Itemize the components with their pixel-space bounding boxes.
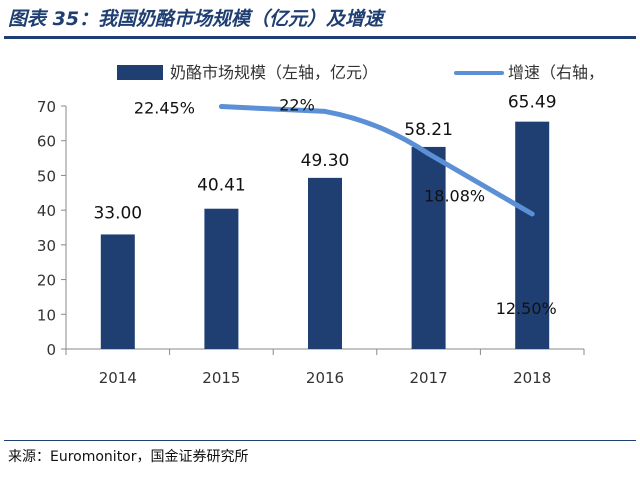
x-tick-label: 2014 [99, 369, 137, 387]
x-tick-label: 2017 [410, 369, 448, 387]
growth-value-label: 18.08% [424, 187, 485, 206]
title-divider [4, 36, 636, 39]
source-divider [4, 440, 636, 441]
legend: 奶酪市场规模（左轴，亿元） 增速（右轴， [117, 63, 604, 82]
bar [308, 177, 342, 349]
growth-line-series [218, 104, 535, 217]
bar-value-label: 58.21 [404, 120, 453, 140]
y-tick-label: 30 [37, 237, 56, 255]
legend-bar-swatch [117, 65, 163, 80]
y-tick-label: 0 [46, 341, 56, 359]
growth-line [218, 104, 535, 217]
x-tick-label: 2016 [306, 369, 344, 387]
bar-series [100, 121, 550, 349]
figure-title: 图表 35：我国奶酪市场规模（亿元）及增速 [8, 8, 384, 30]
y-tick-label: 20 [37, 272, 56, 290]
y-tick-label: 10 [37, 306, 56, 324]
y-tick-label: 40 [37, 202, 56, 220]
y-tick-label: 70 [37, 98, 56, 116]
bar [100, 234, 135, 349]
chart: 奶酪市场规模（左轴，亿元） 增速（右轴， 0 10 20 30 40 50 60 70 2014 2… [37, 63, 604, 387]
source-note: 来源：Euromonitor，国金证券研究所 [8, 449, 249, 465]
y-tick-label: 60 [37, 133, 56, 151]
bar-value-label: 33.00 [93, 203, 142, 223]
x-tick-label: 2015 [202, 369, 240, 387]
bar-value-label: 65.49 [508, 93, 557, 113]
data-labels: 33.00 40.41 49.30 58.21 65.49 22.45% 22% 18.08%… [93, 93, 556, 318]
growth-value-label: 12.50% [496, 299, 557, 318]
bar [515, 121, 550, 349]
bar [204, 208, 239, 349]
y-tick-label: 50 [37, 167, 56, 185]
legend-bar-label: 奶酪市场规模（左轴，亿元） [170, 63, 378, 82]
growth-value-label: 22.45% [134, 99, 195, 118]
bar-value-label: 49.30 [301, 151, 350, 171]
axes: 0 10 20 30 40 50 60 70 2014 2015 2016 2017 2018 [37, 98, 585, 387]
x-tick-label: 2018 [513, 369, 551, 387]
bar-value-label: 40.41 [197, 176, 246, 196]
growth-value-label: 22% [279, 95, 315, 114]
bar [411, 146, 446, 349]
legend-line-label: 增速（右轴， [508, 63, 604, 82]
